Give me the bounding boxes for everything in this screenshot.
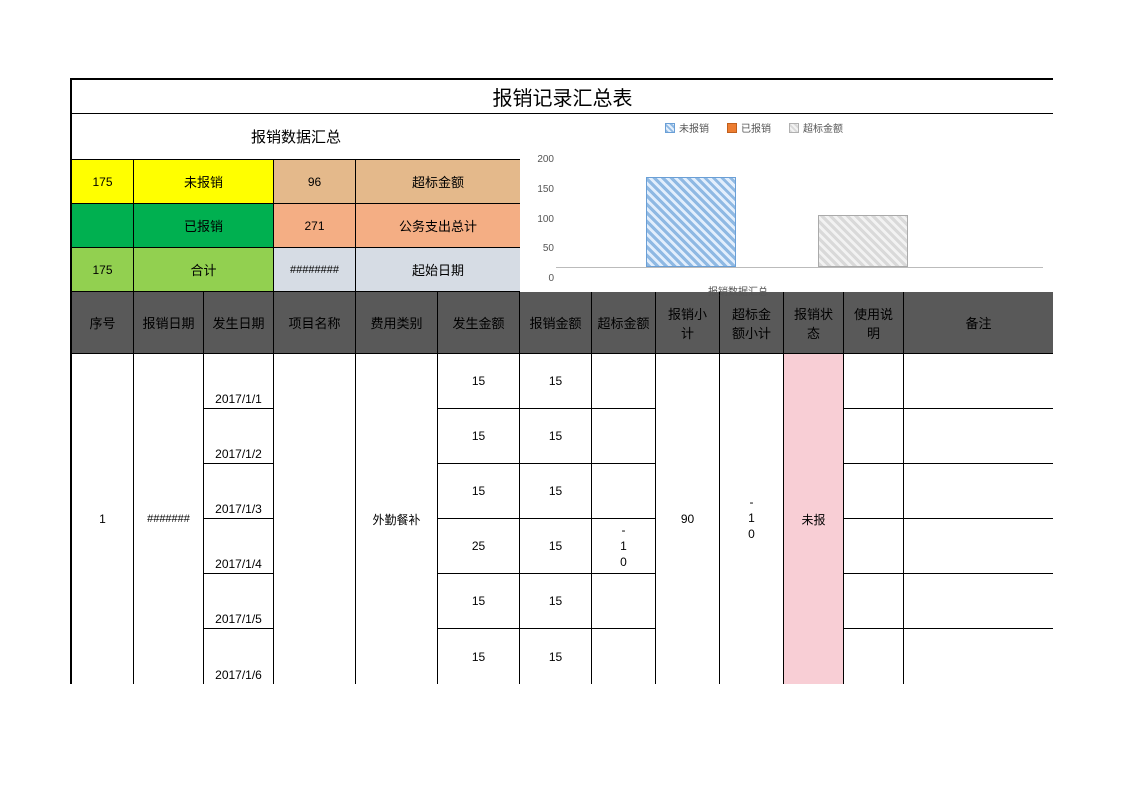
remark-cell (904, 574, 1053, 629)
legend-item-2: 已报销 (727, 120, 771, 135)
col-remarks (904, 354, 1053, 684)
page: 报销记录汇总表 报销数据汇总 175 未报销 96 超标金额 已报销 271 公… (70, 78, 1053, 684)
date-cell: 2017/1/1 (204, 354, 273, 409)
col-status: 报销状 态 (784, 292, 844, 353)
total-expense-value: 271 (274, 204, 356, 247)
date-cell: 2017/1/4 (204, 519, 273, 574)
legend-swatch-blue (665, 123, 675, 133)
startdate-value: ######## (274, 248, 356, 291)
legend-item-3: 超标金额 (789, 120, 843, 135)
remark-cell (904, 354, 1053, 409)
amount-cell: 15 (438, 629, 520, 684)
cell-project (274, 354, 356, 684)
note-cell (844, 464, 904, 519)
chart-bars (556, 158, 1043, 268)
cell-status: 未报 (784, 354, 844, 684)
col-over-subtotal: 超标金 额小计 (720, 292, 784, 353)
over-cell (592, 464, 656, 519)
col-subtotal: 报销小 计 (656, 292, 720, 353)
col-note: 使用说 明 (844, 292, 904, 353)
col-reimb-amount: 报销金额 (520, 292, 592, 353)
note-cell (844, 354, 904, 409)
summary-area: 报销数据汇总 175 未报销 96 超标金额 已报销 271 公务支出总计 17… (72, 114, 1053, 292)
summary-rows: 175 未报销 96 超标金额 已报销 271 公务支出总计 175 合计 ##… (72, 160, 520, 292)
amount-cell: 15 (438, 409, 520, 464)
col-over-amount: 超标金额 (592, 292, 656, 353)
chart-bar-unreimbursed (646, 177, 736, 267)
chart-x-label: 报销数据汇总 (708, 283, 768, 298)
note-cell (844, 519, 904, 574)
over-cell (592, 574, 656, 629)
amount-cell: 15 (438, 464, 520, 519)
over-cell: -10 (592, 519, 656, 574)
col-seq: 序号 (72, 292, 134, 353)
date-cell: 2017/1/6 (204, 629, 273, 684)
reimb-cell: 15 (520, 519, 592, 574)
total-value: 175 (72, 248, 134, 291)
total-label: 合计 (134, 248, 274, 291)
summary-row-2: 已报销 271 公务支出总计 (72, 204, 520, 248)
col-notes (844, 354, 904, 684)
overlimit-value: 96 (274, 160, 356, 203)
remark-cell (904, 464, 1053, 519)
unreimbursed-value: 175 (72, 160, 134, 203)
reimbursed-label: 已报销 (134, 204, 274, 247)
remark-cell (904, 629, 1053, 684)
col-amounts: 15 15 15 25 15 15 (438, 354, 520, 684)
chart-y-axis: 200 150 100 50 0 (524, 154, 554, 284)
reimb-cell: 15 (520, 409, 592, 464)
reimb-cell: 15 (520, 354, 592, 409)
table-body: 1 ####### 2017/1/1 2017/1/2 2017/1/3 201… (72, 354, 1053, 684)
col-amount: 发生金额 (438, 292, 520, 353)
note-cell (844, 574, 904, 629)
col-over-amounts: -10 (592, 354, 656, 684)
page-title: 报销记录汇总表 (72, 80, 1053, 114)
date-cell: 2017/1/5 (204, 574, 273, 629)
cell-subtotal: 90 (656, 354, 720, 684)
date-cell: 2017/1/2 (204, 409, 273, 464)
summary-chart: 未报销 已报销 超标金额 200 150 100 50 0 报销数据汇总 (520, 114, 1053, 292)
cell-reimb-date: ####### (134, 354, 204, 684)
cell-over-subtotal: -10 (720, 354, 784, 684)
reimb-cell: 15 (520, 629, 592, 684)
amount-cell: 15 (438, 574, 520, 629)
col-reimb-date: 报销日期 (134, 292, 204, 353)
legend-swatch-orange (727, 123, 737, 133)
overlimit-label: 超标金额 (356, 160, 520, 203)
chart-legend: 未报销 已报销 超标金额 (665, 120, 843, 135)
reimb-cell: 15 (520, 574, 592, 629)
summary-left: 报销数据汇总 175 未报销 96 超标金额 已报销 271 公务支出总计 17… (72, 114, 520, 292)
summary-row-1: 175 未报销 96 超标金额 (72, 160, 520, 204)
over-cell (592, 409, 656, 464)
legend-swatch-gray (789, 123, 799, 133)
table-header: 序号 报销日期 发生日期 项目名称 费用类别 发生金额 报销金额 超标金额 报销… (72, 292, 1053, 354)
remark-cell (904, 519, 1053, 574)
over-cell (592, 354, 656, 409)
chart-bar-overlimit (818, 215, 908, 267)
note-cell (844, 409, 904, 464)
col-project: 项目名称 (274, 292, 356, 353)
legend-item-1: 未报销 (665, 120, 709, 135)
startdate-label: 起始日期 (356, 248, 520, 291)
cell-category: 外勤餐补 (356, 354, 438, 684)
summary-subtitle: 报销数据汇总 (72, 114, 520, 160)
col-remark: 备注 (904, 292, 1053, 353)
remark-cell (904, 409, 1053, 464)
col-occur-date: 发生日期 (204, 292, 274, 353)
total-expense-label: 公务支出总计 (356, 204, 520, 247)
col-category: 费用类别 (356, 292, 438, 353)
unreimbursed-label: 未报销 (134, 160, 274, 203)
reimbursed-value (72, 204, 134, 247)
amount-cell: 25 (438, 519, 520, 574)
amount-cell: 15 (438, 354, 520, 409)
summary-row-3: 175 合计 ######## 起始日期 (72, 248, 520, 292)
reimb-cell: 15 (520, 464, 592, 519)
col-reimb-amounts: 15 15 15 15 15 15 (520, 354, 592, 684)
over-cell (592, 629, 656, 684)
cell-seq: 1 (72, 354, 134, 684)
date-cell: 2017/1/3 (204, 464, 273, 519)
col-dates: 2017/1/1 2017/1/2 2017/1/3 2017/1/4 2017… (204, 354, 274, 684)
note-cell (844, 629, 904, 684)
